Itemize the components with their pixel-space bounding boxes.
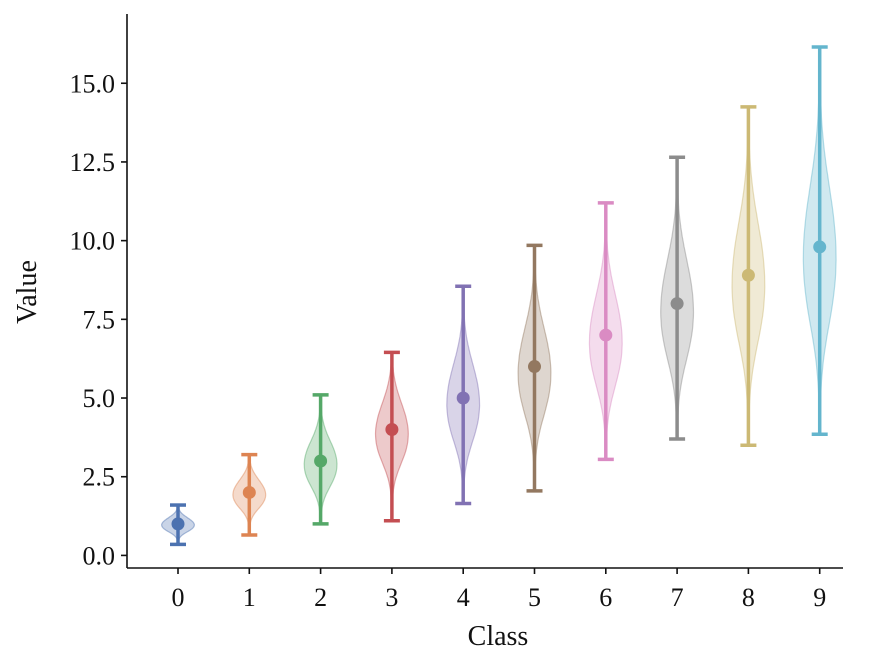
mean-point-3 xyxy=(385,423,399,436)
x-tick-label: 4 xyxy=(457,583,470,612)
x-ticks: 0 1 2 3 4 5 6 7 8 9 xyxy=(172,568,826,612)
violin-group xyxy=(160,45,837,547)
x-tick-label: 0 xyxy=(172,583,185,612)
y-tick-label: 2.5 xyxy=(83,463,116,492)
mean-point-7 xyxy=(670,297,684,311)
axes xyxy=(126,14,843,569)
mean-point-6 xyxy=(599,328,613,342)
y-ticks: 0.0 2.5 5.0 7.5 10.0 12.5 15.0 xyxy=(70,69,127,570)
x-tick-label: 6 xyxy=(599,583,612,612)
x-tick-label: 8 xyxy=(742,583,755,612)
x-tick-label: 9 xyxy=(813,583,826,612)
y-tick-label: 7.5 xyxy=(83,305,116,334)
mean-point-8 xyxy=(741,268,755,282)
y-tick-label: 0.0 xyxy=(83,541,116,570)
x-tick-label: 1 xyxy=(243,583,256,612)
y-tick-label: 12.5 xyxy=(70,148,116,177)
mean-point-9 xyxy=(813,240,827,254)
x-tick-label: 2 xyxy=(314,583,327,612)
mean-point-4 xyxy=(456,391,470,405)
x-tick-label: 3 xyxy=(385,583,398,612)
mean-point-1 xyxy=(242,485,256,499)
y-axis-label: Value xyxy=(12,260,43,324)
mean-point-0 xyxy=(171,517,185,531)
x-axis-label: Class xyxy=(468,621,529,652)
x-tick-label: 5 xyxy=(528,583,541,612)
mean-point-2 xyxy=(314,454,328,468)
y-tick-label: 15.0 xyxy=(70,69,116,98)
mean-point-5 xyxy=(528,360,541,374)
y-tick-label: 5.0 xyxy=(83,384,116,413)
x-tick-label: 7 xyxy=(671,583,684,612)
y-tick-label: 10.0 xyxy=(70,227,116,256)
